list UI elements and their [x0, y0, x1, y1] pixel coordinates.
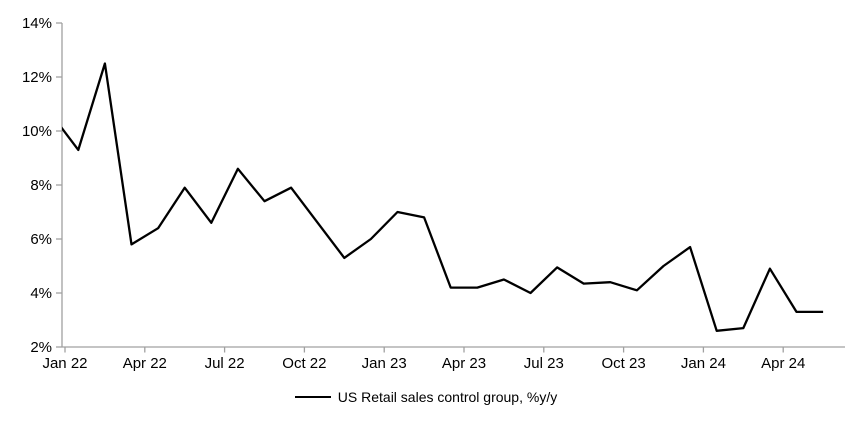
y-tick-label: 2% [30, 339, 52, 356]
y-tick-label: 4% [30, 285, 52, 302]
y-tick-label: 8% [30, 177, 52, 194]
x-tick-label: Jan 24 [681, 355, 726, 372]
legend-label: US Retail sales control group, %y/y [337, 389, 558, 405]
y-tick-label: 6% [30, 231, 52, 248]
y-tick-label: 12% [22, 69, 52, 86]
y-tick-label: 14% [22, 15, 52, 32]
x-tick-label: Oct 22 [282, 355, 326, 372]
legend: US Retail sales control group, %y/y [0, 389, 852, 405]
x-tick-label: Oct 23 [602, 355, 646, 372]
x-tick-label: Jan 23 [362, 355, 407, 372]
x-tick-label: Jul 22 [205, 355, 245, 372]
x-tick-label: Jul 23 [524, 355, 564, 372]
y-tick-label: 10% [22, 123, 52, 140]
x-tick-label: Apr 24 [761, 355, 805, 372]
x-tick-label: Apr 22 [123, 355, 167, 372]
x-tick-label: Apr 23 [442, 355, 486, 372]
x-tick-label: Jan 22 [42, 355, 87, 372]
legend-line-swatch [294, 396, 331, 398]
data-line [62, 62, 824, 332]
